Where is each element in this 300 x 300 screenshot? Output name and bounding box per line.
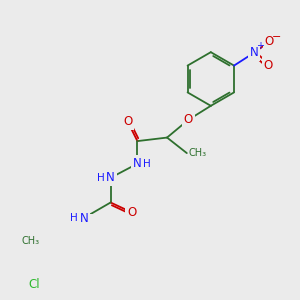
Text: +: + <box>256 41 264 51</box>
Text: N: N <box>133 157 142 170</box>
Text: O: O <box>263 59 272 72</box>
Text: O: O <box>123 115 132 128</box>
Text: CH₃: CH₃ <box>189 148 207 158</box>
Text: N: N <box>80 212 88 224</box>
Text: O: O <box>127 206 136 219</box>
Text: H: H <box>70 213 78 223</box>
Text: CH₃: CH₃ <box>21 236 39 246</box>
Text: Cl: Cl <box>28 278 40 291</box>
Text: N: N <box>106 171 115 184</box>
Text: −: − <box>272 32 281 42</box>
Text: H: H <box>97 173 105 183</box>
Text: H: H <box>143 159 151 169</box>
Text: N: N <box>249 46 258 59</box>
Text: O: O <box>184 113 193 126</box>
Text: O: O <box>265 35 274 48</box>
